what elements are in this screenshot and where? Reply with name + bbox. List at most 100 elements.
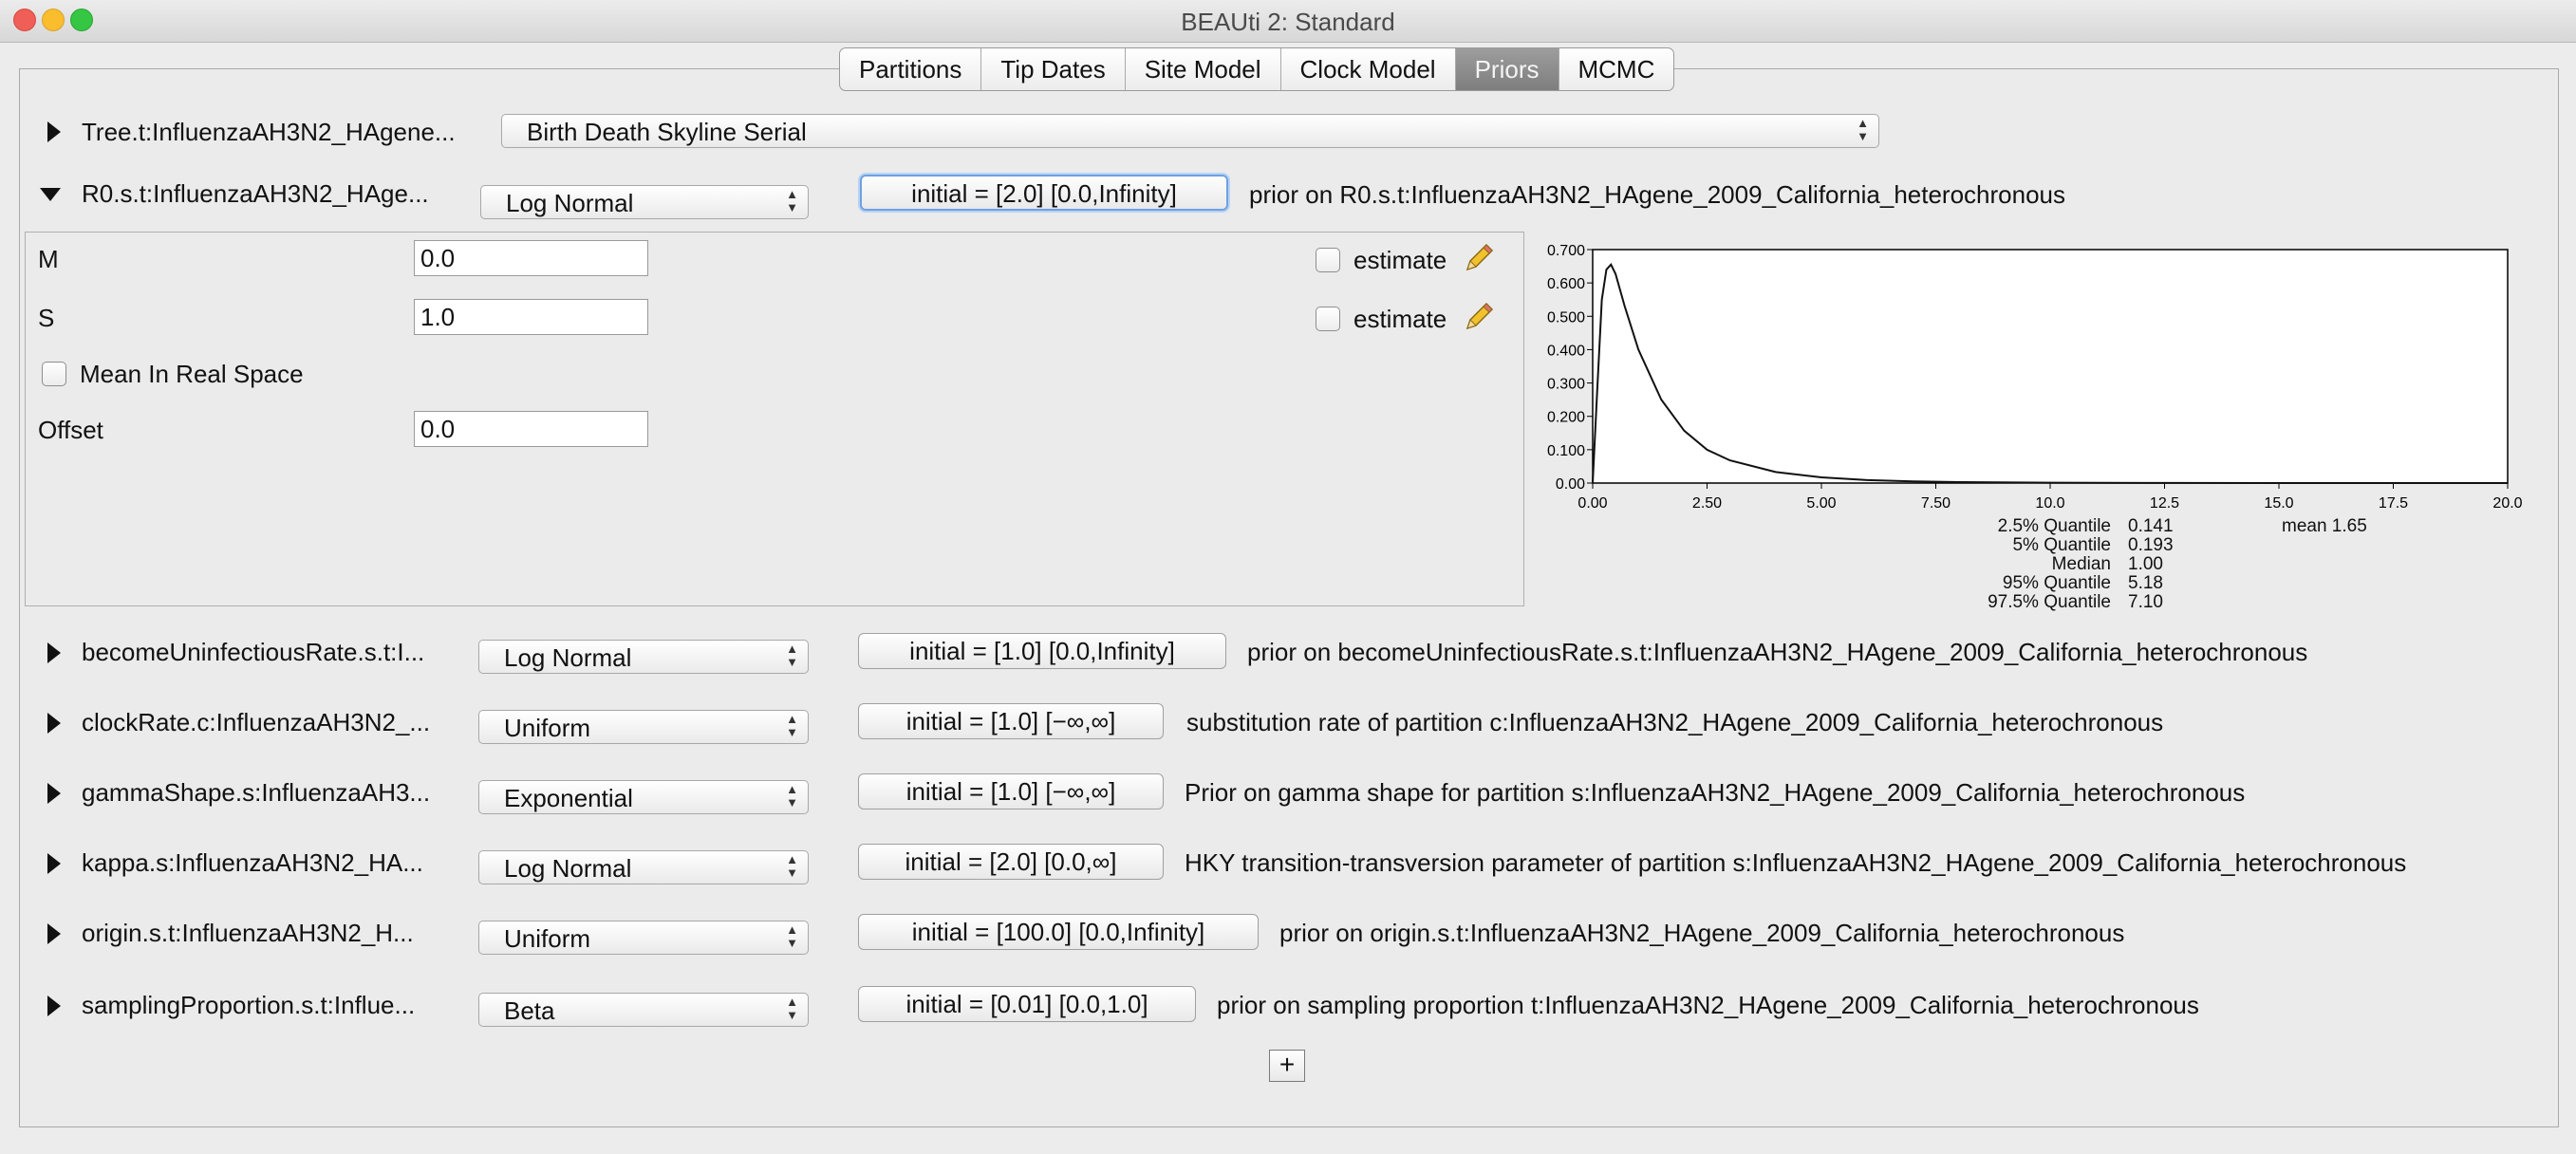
x-tick-label: 12.5 — [2150, 495, 2179, 512]
updown-arrows-icon: ▲ ▼ — [786, 187, 798, 214]
prior-distribution-select[interactable]: Exponential ▲ ▼ — [478, 780, 809, 814]
quantile-label: 5% Quantile — [2012, 535, 2111, 555]
updown-arrows-icon: ▲ ▼ — [786, 782, 798, 810]
r0-distribution-select[interactable]: Log Normal ▲ ▼ — [480, 185, 809, 219]
mean-in-real-space-checkbox[interactable] — [42, 362, 66, 386]
m-estimate-label: estimate — [1353, 246, 1447, 274]
quantile-value: 7.10 — [2128, 592, 2163, 612]
tab-clock-model[interactable]: Clock Model — [1281, 48, 1456, 90]
prior-distribution-value: Uniform — [504, 924, 591, 953]
quantile-value: 5.18 — [2128, 573, 2163, 593]
prior-label: clockRate.c:InfluenzaAH3N2_... — [82, 708, 431, 736]
quantile-value: 1.00 — [2128, 554, 2163, 574]
density-curve — [1592, 263, 2509, 484]
prior-initial-button[interactable]: initial = [2.0] [0.0,∞] — [858, 844, 1164, 880]
prior-initial-button[interactable]: initial = [1.0] [−∞,∞] — [858, 773, 1164, 810]
add-prior-button[interactable]: + — [1269, 1050, 1305, 1082]
prior-description: HKY transition-transversion parameter of… — [1185, 848, 2407, 877]
y-tick-label: 0.300 — [1547, 377, 1585, 393]
y-tick-label: 0.600 — [1547, 276, 1585, 292]
plot-frame — [1592, 249, 2509, 484]
window-title: BEAUti 2: Standard — [1181, 8, 1395, 36]
m-label: M — [38, 245, 59, 273]
collapse-triangle-icon[interactable] — [40, 188, 61, 201]
x-tick-label: 10.0 — [2035, 495, 2064, 512]
prior-description: prior on sampling proportion t:Influenza… — [1217, 991, 2199, 1019]
m-input[interactable]: 0.0 — [414, 240, 648, 276]
expand-triangle-icon[interactable] — [47, 642, 61, 663]
expand-triangle-icon[interactable] — [47, 783, 61, 804]
tab-priors[interactable]: Priors — [1455, 48, 1559, 90]
prior-density-chart: 0.00 0.100 0.200 0.300 0.400 0.500 0.600 0.700 … — [1532, 242, 2525, 612]
quantile-label: 95% Quantile — [2002, 573, 2111, 593]
y-tick-label: 0.400 — [1547, 343, 1585, 359]
s-input[interactable]: 1.0 — [414, 299, 648, 335]
updown-arrows-icon: ▲ ▼ — [786, 922, 798, 950]
r0-distribution-value: Log Normal — [506, 189, 634, 217]
prior-description: Prior on gamma shape for partition s:Inf… — [1185, 778, 2246, 807]
prior-distribution-select[interactable]: Beta ▲ ▼ — [478, 993, 809, 1027]
prior-distribution-select[interactable]: Uniform ▲ ▼ — [478, 921, 809, 955]
tab-site-model[interactable]: Site Model — [1126, 48, 1281, 90]
quantile-label: 97.5% Quantile — [1988, 592, 2111, 612]
prior-initial-button[interactable]: initial = [1.0] [−∞,∞] — [858, 703, 1164, 739]
tree-prior-label: Tree.t:InfluenzaAH3N2_HAgene... — [82, 118, 456, 146]
s-estimate-label: estimate — [1353, 305, 1447, 333]
expand-triangle-icon[interactable] — [47, 853, 61, 874]
expand-triangle-icon[interactable] — [47, 713, 61, 734]
prior-label: origin.s.t:InfluenzaAH3N2_H... — [82, 919, 414, 947]
quantile-value: 0.193 — [2128, 535, 2174, 555]
prior-label: becomeUninfectiousRate.s.t:I... — [82, 638, 425, 666]
prior-label: gammaShape.s:InfluenzaAH3... — [82, 778, 431, 807]
y-tick-label: 0.100 — [1547, 443, 1585, 459]
prior-distribution-select[interactable]: Log Normal ▲ ▼ — [478, 640, 809, 674]
close-window-button[interactable] — [13, 9, 36, 31]
s-label: S — [38, 304, 55, 332]
x-tick-label: 15.0 — [2264, 495, 2293, 512]
zoom-window-button[interactable] — [70, 9, 93, 31]
quantile-label: Median — [2051, 554, 2111, 574]
minimize-window-button[interactable] — [42, 9, 65, 31]
x-tick-label: 17.5 — [2379, 495, 2408, 512]
m-estimate-checkbox[interactable] — [1316, 248, 1340, 272]
updown-arrows-icon: ▲ ▼ — [786, 852, 798, 880]
expand-triangle-icon[interactable] — [47, 996, 61, 1016]
updown-arrows-icon: ▲ ▼ — [1857, 116, 1869, 143]
offset-input[interactable]: 0.0 — [414, 411, 648, 447]
mean-value: mean 1.65 — [2282, 516, 2367, 536]
prior-distribution-value: Uniform — [504, 714, 591, 742]
prior-initial-button[interactable]: initial = [0.01] [0.0,1.0] — [858, 986, 1196, 1022]
tab-mcmc[interactable]: MCMC — [1577, 55, 1655, 84]
prior-description: prior on origin.s.t:InfluenzaAH3N2_HAgen… — [1279, 919, 2125, 947]
tab-tip-dates[interactable]: Tip Dates — [981, 48, 1126, 90]
x-tick-label: 7.50 — [1921, 495, 1951, 512]
r0-initial-button[interactable]: initial = [2.0] [0.0,Infinity] — [860, 175, 1228, 211]
x-tick-label: 0.00 — [1577, 495, 1607, 512]
density-plot: 0.000.1000.2000.3000.4000.5000.6000.700 … — [1547, 243, 2523, 512]
expand-triangle-icon[interactable] — [47, 923, 61, 944]
prior-distribution-value: Log Normal — [504, 643, 632, 672]
y-tick-label: 0.200 — [1547, 410, 1585, 426]
expand-triangle-icon[interactable] — [47, 121, 61, 142]
tree-prior-select[interactable]: Birth Death Skyline Serial ▲ ▼ — [501, 114, 1879, 148]
tab-partitions[interactable]: Partitions — [840, 48, 982, 90]
pencil-icon[interactable] — [1462, 300, 1496, 334]
x-tick-label: 2.50 — [1692, 495, 1722, 512]
pencil-icon[interactable] — [1462, 241, 1496, 275]
s-estimate-checkbox[interactable] — [1316, 307, 1340, 331]
prior-distribution-select[interactable]: Uniform ▲ ▼ — [478, 710, 809, 744]
prior-initial-button[interactable]: initial = [1.0] [0.0,Infinity] — [858, 633, 1226, 669]
prior-distribution-value: Exponential — [504, 784, 633, 812]
prior-distribution-select[interactable]: Log Normal ▲ ▼ — [478, 850, 809, 884]
r0-parameters-panel — [25, 232, 1524, 606]
x-tick-label: 5.00 — [1806, 495, 1836, 512]
updown-arrows-icon: ▲ ▼ — [786, 642, 798, 669]
tree-prior-value: Birth Death Skyline Serial — [527, 118, 807, 146]
offset-label: Offset — [38, 416, 103, 444]
prior-label: samplingProportion.s.t:Influe... — [82, 991, 416, 1019]
title-bar: BEAUti 2: Standard — [0, 0, 2576, 43]
x-tick-label: 20.0 — [2492, 495, 2522, 512]
prior-initial-button[interactable]: initial = [100.0] [0.0,Infinity] — [858, 914, 1259, 950]
updown-arrows-icon: ▲ ▼ — [786, 712, 798, 739]
quantile-value: 0.141 — [2128, 516, 2174, 536]
